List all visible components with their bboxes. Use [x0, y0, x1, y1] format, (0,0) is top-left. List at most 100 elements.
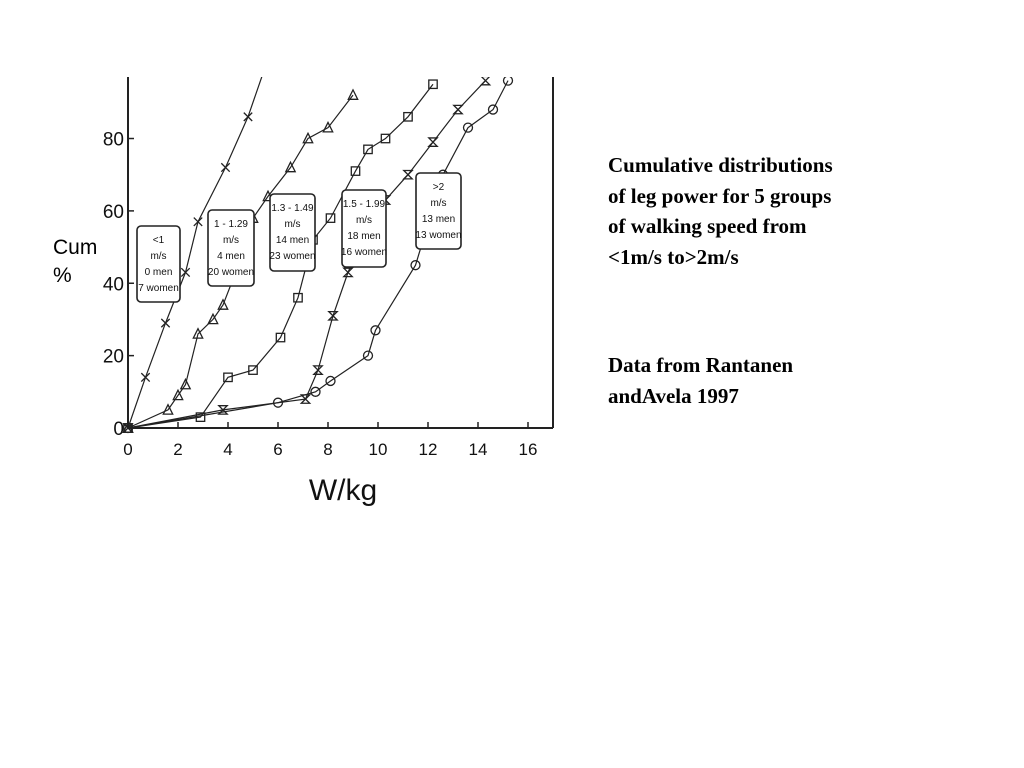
series-5	[122, 77, 514, 434]
data-point	[327, 310, 339, 321]
x-tick-label: 0	[123, 440, 132, 459]
data-point	[350, 166, 361, 176]
data-point	[410, 260, 421, 271]
legend-box-text: 4 men	[217, 251, 245, 262]
x-tick-label: 14	[469, 440, 488, 459]
y-tick-label: 60	[103, 202, 124, 223]
data-point	[370, 325, 381, 336]
data-point	[402, 169, 414, 180]
caption-description: Cumulative distributions of leg power fo…	[608, 153, 833, 269]
legend-box-text: m/s	[284, 219, 300, 230]
y-tick-label: 0	[113, 419, 124, 440]
data-point	[172, 388, 184, 401]
data-point	[192, 327, 204, 339]
legend-box-text: <1	[153, 235, 165, 246]
data-point	[207, 312, 219, 325]
data-point	[122, 422, 134, 434]
legend-box-text: 16 women	[341, 247, 387, 258]
series-1	[123, 11, 284, 433]
y-axis-title-line-2: %	[53, 264, 72, 287]
data-point	[479, 77, 492, 86]
legend-box-text: 18 men	[347, 231, 380, 242]
data-point	[217, 298, 229, 310]
legend-box-border	[207, 209, 255, 287]
x-tick-label: 4	[223, 440, 232, 459]
legend-box-border	[136, 225, 181, 303]
legend-box-5: >2 m/s 13 men 13 women	[415, 172, 462, 250]
y-tick-label: 40	[103, 274, 124, 295]
data-point	[310, 386, 321, 397]
y-axis-title: Cum %	[53, 234, 97, 290]
x-tick-label: 16	[519, 440, 538, 459]
caption-source: Data from Rantanen andAvela 1997	[608, 353, 794, 408]
legend-box-text: 20 women	[208, 267, 254, 278]
data-point	[193, 217, 203, 227]
legend-box-text: 1.3 - 1.49	[271, 203, 314, 214]
legend-boxes: <1 m/s 0 men 7 women 1 - 1.29 m/s 4 men 20 wome…	[136, 172, 462, 303]
data-point	[363, 144, 373, 155]
data-point	[362, 350, 374, 361]
x-tick-label: 6	[273, 440, 282, 459]
series-line	[127, 80, 509, 429]
data-point	[195, 412, 206, 422]
plot-frame	[127, 77, 554, 429]
data-point	[220, 162, 231, 173]
legend-box-text: 14 men	[276, 235, 309, 246]
data-point	[452, 104, 464, 115]
data-point	[272, 397, 284, 408]
legend-box-text: m/s	[150, 251, 166, 262]
x-tick-label: 12	[419, 440, 438, 459]
data-point	[325, 375, 336, 387]
data-point	[223, 372, 233, 383]
legend-box-border	[341, 189, 387, 268]
data-point	[276, 11, 284, 19]
data-point	[162, 403, 174, 415]
data-point	[403, 111, 413, 122]
y-axis-title-line-1: Cum	[53, 236, 98, 259]
x-tick-label: 2	[173, 440, 182, 459]
data-point	[502, 77, 514, 86]
data-point	[322, 121, 334, 133]
data-point	[261, 62, 269, 70]
data-point	[428, 79, 438, 90]
data-point	[284, 160, 297, 173]
data-point	[312, 365, 324, 375]
legend-box-4: 1.5 - 1.99 m/s 18 men 16 women	[341, 189, 387, 268]
legend-box-text: m/s	[430, 198, 446, 209]
legend-box-text: 23 women	[269, 251, 315, 262]
legend-box-text: m/s	[356, 215, 372, 226]
legend-box-3: 1.3 - 1.49 m/s 14 men 23 women	[269, 193, 316, 272]
legend-box-text: 13 men	[422, 214, 455, 225]
data-point	[140, 372, 151, 382]
legend-box-text: >2	[433, 182, 445, 193]
legend-box-text: 1.5 - 1.99	[343, 199, 386, 210]
axis-ticks: 0 2 4 6 8 10 12 14 16 0 20 40 60 80	[103, 130, 538, 459]
legend-box-border	[415, 172, 462, 250]
x-tick-label: 10	[369, 440, 388, 459]
data-point	[427, 137, 439, 147]
data-point	[179, 377, 192, 390]
data-point	[248, 365, 258, 375]
data-point	[302, 131, 314, 144]
x-axis-title: W/kg	[309, 474, 377, 507]
data-point	[342, 267, 354, 278]
data-point	[462, 122, 474, 133]
data-point	[180, 267, 191, 278]
legend-box-text: 0 men	[145, 267, 173, 278]
y-tick-label: 80	[103, 130, 124, 151]
data-point	[275, 332, 286, 343]
legend-box-2: 1 - 1.29 m/s 4 men 20 women	[207, 209, 255, 287]
legend-box-text: 1 - 1.29	[214, 219, 248, 230]
x-tick-label: 8	[323, 440, 332, 459]
legend-box-text: m/s	[223, 235, 239, 246]
data-point	[160, 318, 171, 328]
data-point	[243, 112, 253, 122]
y-tick-label: 20	[103, 347, 124, 368]
data-point	[325, 213, 336, 223]
data-point	[487, 104, 499, 115]
legend-box-text: 7 women	[138, 283, 179, 294]
data-point	[347, 88, 359, 100]
data-point	[380, 133, 391, 144]
data-point	[293, 292, 303, 303]
